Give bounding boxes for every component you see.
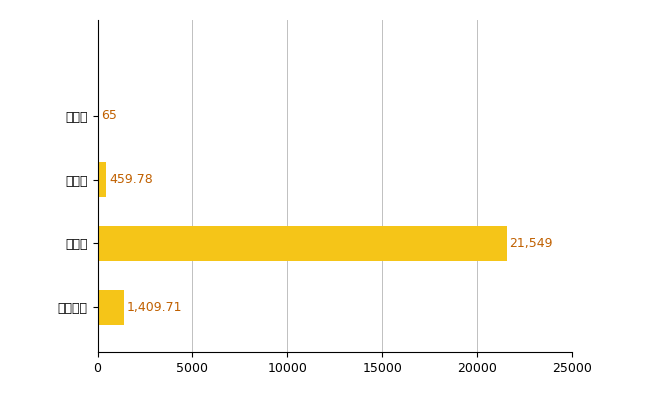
- Bar: [98, 98, 99, 133]
- Text: 459.78: 459.78: [109, 173, 153, 186]
- Bar: [98, 290, 124, 325]
- Bar: [98, 226, 506, 261]
- Text: 21,549: 21,549: [510, 237, 553, 250]
- Bar: [98, 162, 106, 197]
- Text: 1,409.71: 1,409.71: [127, 301, 183, 314]
- Text: 65: 65: [101, 109, 118, 122]
